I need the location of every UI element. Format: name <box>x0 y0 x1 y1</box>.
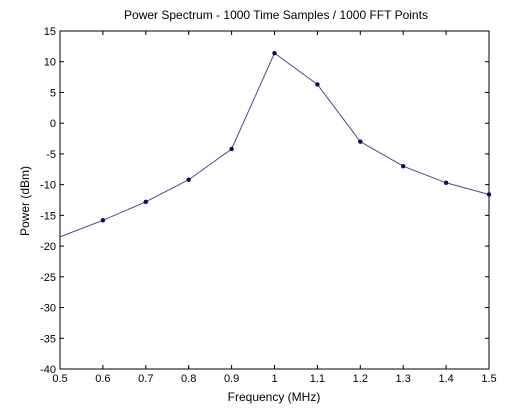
data-point <box>358 139 363 144</box>
x-tick-label: 1.1 <box>310 373 325 385</box>
y-tick-label: -40 <box>40 364 56 376</box>
y-tick-label: 10 <box>44 57 56 69</box>
x-axis-title: Frequency (MHz) <box>228 390 321 404</box>
y-tick-label: 15 <box>44 26 56 38</box>
x-tick-label: 1 <box>271 373 277 385</box>
data-point <box>486 192 492 197</box>
x-tick-label: 0.9 <box>224 373 239 385</box>
data-point <box>400 163 406 169</box>
data-point <box>315 82 320 87</box>
x-tick-label: 1.3 <box>396 373 411 385</box>
data-point <box>229 146 234 152</box>
plot-frame <box>59 30 490 370</box>
plot-area: 0.5 0.6 0.7 0.8 0.9 1 1.1 1.2 1.3 1.4 1.5 15 10 5 0 -5 -… <box>40 26 497 385</box>
y-tick-label: -20 <box>40 241 56 253</box>
x-tick-label: 1.5 <box>481 373 496 385</box>
y-axis-title: Power (dBm) <box>18 166 32 236</box>
y-tick-label: 5 <box>50 87 56 99</box>
data-point <box>143 199 149 205</box>
data-point <box>443 180 449 186</box>
x-tick-label: 0.7 <box>138 373 153 385</box>
x-tick-label: 1.4 <box>438 373 453 385</box>
y-tick-label: -30 <box>40 303 56 315</box>
data-point <box>272 50 277 56</box>
data-point <box>186 177 191 182</box>
x-tick-label: 0.8 <box>181 373 196 385</box>
chart-title: Power Spectrum - 1000 Time Samples / 100… <box>124 8 428 22</box>
x-tick-label: 0.6 <box>95 373 110 385</box>
y-tick-label: -35 <box>40 333 56 345</box>
x-tick-label: 0.5 <box>52 373 67 385</box>
y-tick-label: -25 <box>40 272 56 284</box>
x-tick-label: 1.2 <box>353 373 368 385</box>
data-point <box>100 218 106 223</box>
y-tick-label: 0 <box>50 118 56 130</box>
y-tick-label: -5 <box>46 149 56 161</box>
y-tick-label: -10 <box>40 180 56 192</box>
y-tick-label: -15 <box>40 210 56 222</box>
